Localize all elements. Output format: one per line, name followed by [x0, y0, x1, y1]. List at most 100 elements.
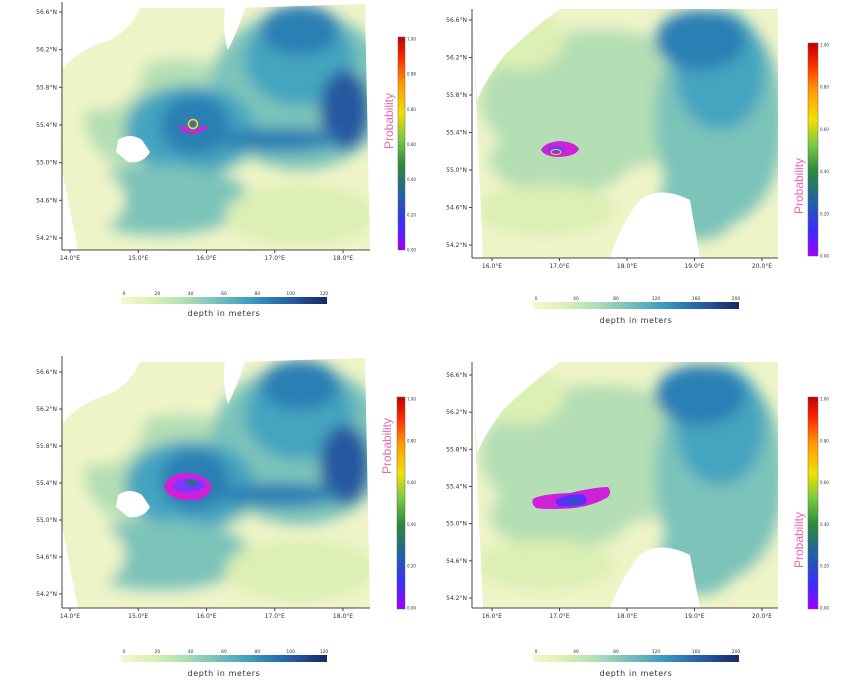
lat-tick-label: 54.6°N [36, 197, 57, 204]
probability-tick-label: 1.00 [407, 397, 416, 402]
depth-colorbar: 0 20 40 60 80 100 120 depth in meters [121, 291, 328, 318]
lat-tick-label: 56.6°N [36, 9, 57, 16]
bathymetry-map [60, 358, 370, 608]
lon-tick-label: 16.0°E [482, 613, 502, 620]
probability-tick-label: 0.40 [407, 177, 416, 182]
lon-tick-label: 18.0°E [333, 255, 353, 262]
depth-tick-label: 40 [188, 291, 194, 297]
lat-tick-label: 55.0°N [36, 517, 57, 524]
depth-tick-label: 40 [573, 296, 579, 302]
longitude-axis: 16.0°E 17.0°E 18.0°E 19.0°E 20.0°E [482, 258, 772, 270]
lon-tick-label: 17.0°E [549, 613, 569, 620]
oil-spill-contour [164, 473, 212, 500]
depth-tick-label: 200 [732, 649, 741, 655]
lat-tick-label: 54.6°N [446, 558, 467, 565]
lon-tick-label: 15.0°E [128, 255, 148, 262]
map-frame [61, 2, 370, 251]
lon-tick-label: 19.0°E [684, 263, 704, 270]
lat-tick-label: 56.6°N [36, 369, 57, 376]
lat-tick-label: 56.6°N [446, 17, 467, 24]
lat-tick-label: 54.6°N [36, 554, 57, 561]
lon-tick-label: 18.0°E [617, 263, 637, 270]
lat-tick-label: 55.4°N [36, 480, 57, 487]
lon-tick-label: 15.0°E [128, 613, 148, 620]
probability-colorbar-title: Probability [380, 418, 394, 474]
probability-tick-label: 0.60 [820, 480, 829, 485]
lon-tick-label: 16.0°E [196, 255, 216, 262]
probability-tick-label: 1.00 [407, 37, 416, 42]
probability-tick-label: 0.80 [820, 438, 829, 443]
lon-tick-label: 17.0°E [265, 613, 285, 620]
lat-tick-label: 55.0°N [446, 167, 467, 174]
oil-spill-contour [178, 118, 208, 134]
lat-tick-label: 54.2°N [36, 591, 57, 598]
lat-tick-label: 54.2°N [446, 242, 467, 249]
depth-colorbar-title: depth in meters [188, 669, 261, 678]
map-frame [471, 9, 778, 259]
depth-colorbar: 0 40 80 120 160 200 depth in meters [533, 296, 740, 325]
depth-tick-label: 160 [692, 649, 701, 655]
oil-spill-contour [541, 141, 579, 157]
lat-tick-label: 54.6°N [446, 205, 467, 212]
lat-tick-label: 56.2°N [446, 409, 467, 416]
probability-tick-label: 0.80 [820, 85, 829, 90]
lat-tick-label: 55.4°N [36, 122, 57, 129]
lon-tick-label: 16.0°E [196, 613, 216, 620]
depth-tick-label: 0 [123, 291, 126, 297]
depth-colorbar-title: depth in meters [188, 309, 261, 318]
lat-tick-label: 54.2°N [36, 235, 57, 242]
lat-tick-label: 55.4°N [446, 130, 467, 137]
probability-tick-label: 0.00 [820, 606, 829, 611]
lat-tick-label: 55.8°N [36, 84, 57, 91]
depth-tick-label: 40 [188, 649, 194, 655]
bathymetry-map [472, 9, 778, 258]
lon-tick-label: 14.0°E [60, 255, 80, 262]
map-panel-bottom-left: 56.6°N 56.2°N 55.8°N 55.4°N 55.0°N 54.6°N 54.2… [36, 356, 416, 678]
depth-colorbar: 0 40 80 120 160 200 depth in meters [533, 649, 740, 678]
longitude-axis: 14.0°E 15.0°E 16.0°E 17.0°E 18.0°E [60, 608, 353, 620]
probability-tick-label: 0.00 [407, 606, 416, 611]
probability-tick-label: 0.20 [407, 212, 416, 217]
depth-tick-label: 80 [254, 291, 260, 297]
depth-colorbar-title: depth in meters [600, 316, 673, 325]
depth-tick-label: 120 [652, 296, 661, 302]
longitude-axis: 16.0°E 17.0°E 18.0°E 19.0°E 20.0°E [482, 608, 772, 620]
depth-tick-label: 0 [123, 649, 126, 655]
probability-tick-label: 0.20 [820, 564, 829, 569]
lat-tick-label: 55.8°N [446, 92, 467, 99]
probability-colorbar-title: Probability [382, 93, 396, 149]
depth-tick-label: 80 [613, 296, 619, 302]
lat-tick-label: 55.8°N [36, 443, 57, 450]
latitude-axis: 56.6°N 56.2°N 55.8°N 55.4°N 55.0°N 54.6°N 54.2… [446, 372, 472, 602]
probability-tick-label: 0.00 [820, 254, 829, 259]
lat-tick-label: 55.4°N [446, 484, 467, 491]
lat-tick-label: 55.8°N [446, 446, 467, 453]
lat-tick-label: 56.6°N [446, 372, 467, 379]
probability-tick-label: 0.60 [407, 142, 416, 147]
lon-tick-label: 18.0°E [617, 613, 637, 620]
lat-tick-label: 55.0°N [446, 521, 467, 528]
depth-tick-label: 120 [320, 291, 329, 297]
lon-tick-label: 20.0°E [752, 613, 772, 620]
lon-tick-label: 17.0°E [265, 255, 285, 262]
map-panel-top-right: 56.6°N 56.2°N 55.8°N 55.4°N 55.0°N 54.6°N 54.2… [446, 9, 829, 325]
probability-tick-label: 0.40 [820, 169, 829, 174]
depth-tick-label: 60 [221, 291, 227, 297]
probability-tick-label: 0.88 [407, 72, 416, 77]
probability-tick-label: 0.80 [407, 107, 416, 112]
map-frame [471, 362, 778, 609]
lat-tick-label: 56.2°N [36, 47, 57, 54]
depth-tick-label: 100 [286, 291, 295, 297]
probability-colorbar-title: Probability [792, 158, 806, 214]
depth-colorbar: 0 20 40 60 80 100 120 depth in meters [121, 649, 328, 678]
depth-tick-label: 60 [221, 649, 227, 655]
probability-colorbar-title: Probability [792, 512, 806, 568]
depth-tick-label: 20 [154, 649, 160, 655]
depth-tick-label: 100 [286, 649, 295, 655]
lon-tick-label: 16.0°E [482, 263, 502, 270]
probability-tick-label: 0.00 [407, 248, 416, 253]
depth-tick-label: 120 [320, 649, 329, 655]
depth-tick-label: 0 [535, 649, 538, 655]
probability-tick-label: 0.60 [820, 127, 829, 132]
lat-tick-label: 56.2°N [36, 406, 57, 413]
